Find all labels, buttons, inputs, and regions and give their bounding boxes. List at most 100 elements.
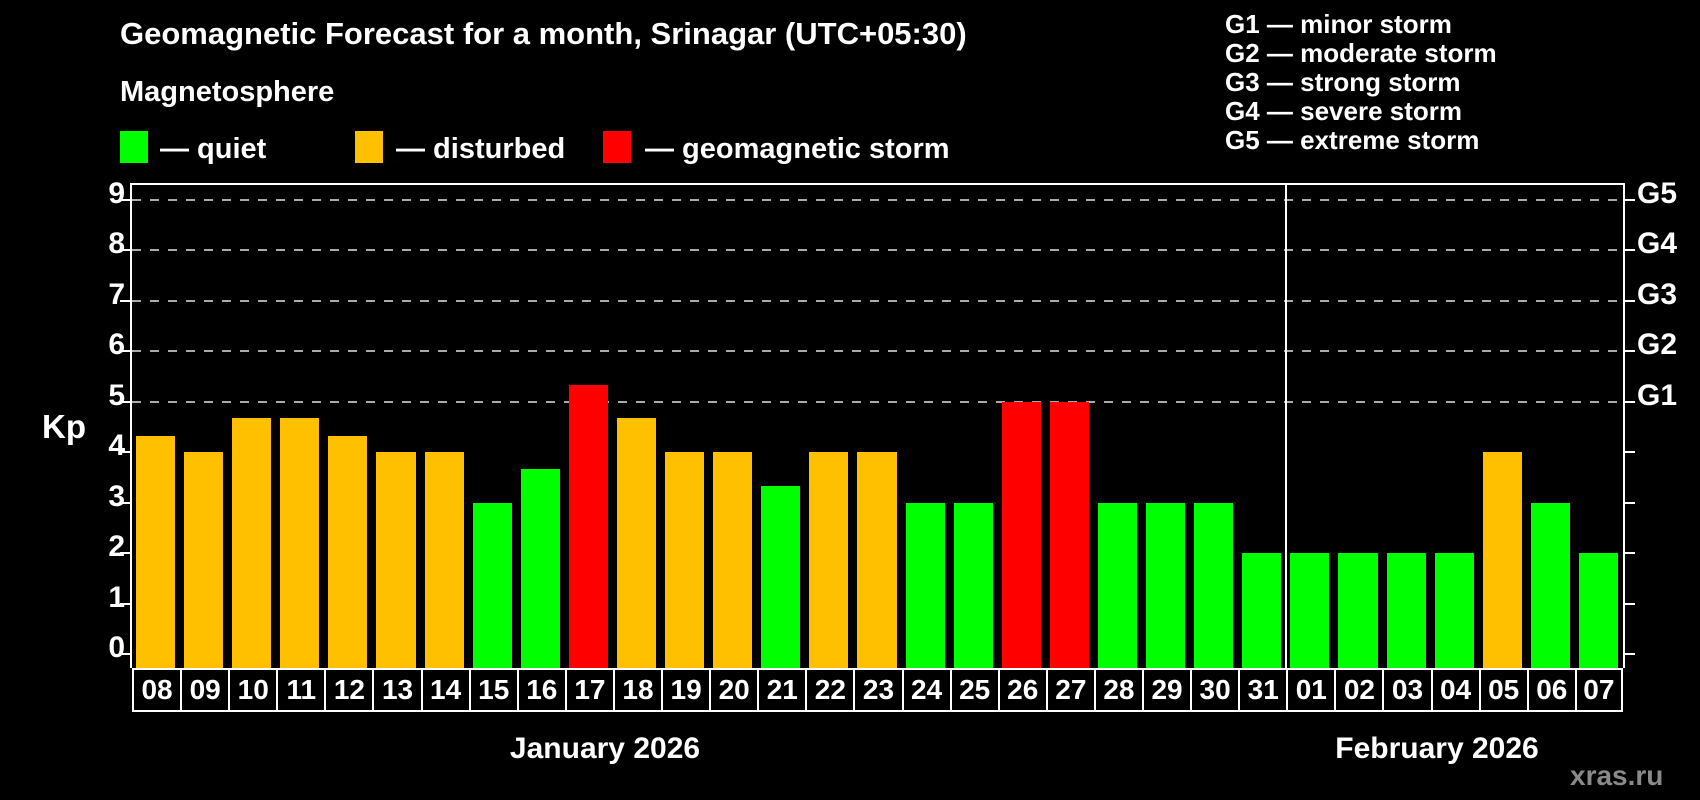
gridline-kp-6 <box>132 350 1623 353</box>
day-label-05: 05 <box>1478 668 1527 712</box>
bar-day-11 <box>280 418 320 668</box>
bar-day-30 <box>1194 502 1234 668</box>
day-label-11: 11 <box>276 668 325 712</box>
day-axis-row: 08 09 10 11 12 13 14 15 16 17 18 19 20 21 22 23 24 25 26 27… <box>132 668 1623 712</box>
month-separator <box>1285 185 1288 668</box>
bar-day-14 <box>424 452 464 668</box>
month-label-january: January 2026 <box>509 732 701 765</box>
g-scale-label-g5: G5 <box>1637 177 1678 210</box>
page-title: Geomagnetic Forecast for a month, Srinag… <box>120 16 967 51</box>
bar-day-23 <box>857 452 897 668</box>
y-tick-right-0 <box>1625 653 1635 655</box>
bar-day-24 <box>905 502 945 668</box>
g-scale-label-g2: G2 <box>1637 328 1678 362</box>
y-tick-left-7 <box>120 299 130 302</box>
y-tick-label-6: 6 <box>108 328 125 362</box>
day-label-31: 31 <box>1238 668 1287 712</box>
bar-day-26 <box>1001 401 1041 668</box>
gridline-kp-8 <box>132 249 1623 252</box>
g-scale-label-g3: G3 <box>1637 277 1678 311</box>
y-tick-right-2 <box>1625 552 1635 555</box>
bar-day-08 <box>136 435 176 668</box>
storm-scale-g3: G3 — strong storm <box>1225 67 1461 97</box>
storm-scale-g2: G2 — moderate storm <box>1225 38 1497 68</box>
bar-day-03 <box>1386 553 1426 668</box>
y-tick-left-2 <box>120 552 130 555</box>
gridline-kp-7 <box>132 299 1623 302</box>
bar-day-25 <box>953 502 993 668</box>
day-label-04: 04 <box>1430 668 1479 712</box>
day-label-12: 12 <box>324 668 373 712</box>
day-label-26: 26 <box>997 668 1046 712</box>
y-tick-left-5 <box>120 400 130 403</box>
day-label-19: 19 <box>661 668 710 712</box>
legend-storm-label: — geomagnetic storm <box>645 133 950 165</box>
y-tick-left-4 <box>120 451 130 454</box>
y-tick-label-5: 5 <box>108 378 125 412</box>
y-axis-title: Kp <box>42 408 86 445</box>
y-tick-right-9 <box>1625 199 1635 201</box>
y-tick-left-1 <box>120 602 130 605</box>
bar-day-05 <box>1482 452 1522 668</box>
day-label-21: 21 <box>757 668 806 712</box>
bar-day-16 <box>520 468 560 668</box>
bar-day-15 <box>472 502 512 668</box>
y-tick-label-0: 0 <box>108 631 125 664</box>
y-tick-right-6 <box>1625 350 1635 353</box>
y-tick-left-9 <box>120 199 130 201</box>
legend-quiet-label: — quiet <box>160 133 267 165</box>
day-label-08: 08 <box>132 668 181 712</box>
day-label-24: 24 <box>901 668 950 712</box>
bar-day-17 <box>568 385 608 668</box>
bar-day-10 <box>232 418 272 668</box>
bar-day-27 <box>1049 401 1089 668</box>
day-label-15: 15 <box>468 668 517 712</box>
y-tick-right-4 <box>1625 451 1635 454</box>
g-scale-label-g4: G4 <box>1637 227 1678 261</box>
gridline-kp-5 <box>132 400 1623 403</box>
y-tick-label-9: 9 <box>108 177 125 210</box>
y-tick-label-8: 8 <box>108 227 125 261</box>
day-label-16: 16 <box>516 668 565 712</box>
day-label-27: 27 <box>1045 668 1094 712</box>
bar-day-31 <box>1242 553 1282 668</box>
bar-day-04 <box>1434 553 1474 668</box>
bar-day-01 <box>1290 553 1330 668</box>
day-label-25: 25 <box>949 668 998 712</box>
bar-day-07 <box>1578 553 1618 668</box>
month-label-february: February 2026 <box>1335 732 1539 765</box>
bar-day-21 <box>761 486 801 668</box>
y-tick-right-8 <box>1625 249 1635 252</box>
plot-area: 0 1 2 3 4 5 6 7 8 9 G1 G2 G3 G4 G5 <box>108 179 1677 668</box>
y-tick-left-6 <box>120 350 130 353</box>
day-label-03: 03 <box>1382 668 1431 712</box>
day-label-28: 28 <box>1093 668 1142 712</box>
day-label-30: 30 <box>1190 668 1239 712</box>
y-tick-label-4: 4 <box>108 429 125 463</box>
storm-scale-g1: G1 — minor storm <box>1225 9 1452 39</box>
storm-scale-g5: G5 — extreme storm <box>1225 125 1480 155</box>
day-label-14: 14 <box>420 668 469 712</box>
bar-day-12 <box>328 435 368 668</box>
bar-day-02 <box>1338 553 1378 668</box>
day-label-13: 13 <box>372 668 421 712</box>
day-label-09: 09 <box>180 668 229 712</box>
bar-day-29 <box>1146 502 1186 668</box>
day-label-07: 07 <box>1574 668 1623 712</box>
bar-day-13 <box>376 452 416 668</box>
y-tick-label-7: 7 <box>108 277 125 311</box>
bar-day-20 <box>713 452 753 668</box>
y-tick-right-1 <box>1625 602 1635 605</box>
y-tick-right-7 <box>1625 299 1635 302</box>
day-label-17: 17 <box>564 668 613 712</box>
day-label-01: 01 <box>1286 668 1335 712</box>
watermark: xras.ru <box>1570 760 1664 791</box>
y-tick-right-5 <box>1625 400 1635 403</box>
y-tick-right-3 <box>1625 501 1635 504</box>
day-label-02: 02 <box>1334 668 1383 712</box>
storm-swatch-icon <box>603 131 631 163</box>
y-tick-label-2: 2 <box>108 530 125 564</box>
day-label-22: 22 <box>805 668 854 712</box>
disturbed-swatch-icon <box>355 131 383 163</box>
bar-day-06 <box>1530 502 1570 668</box>
